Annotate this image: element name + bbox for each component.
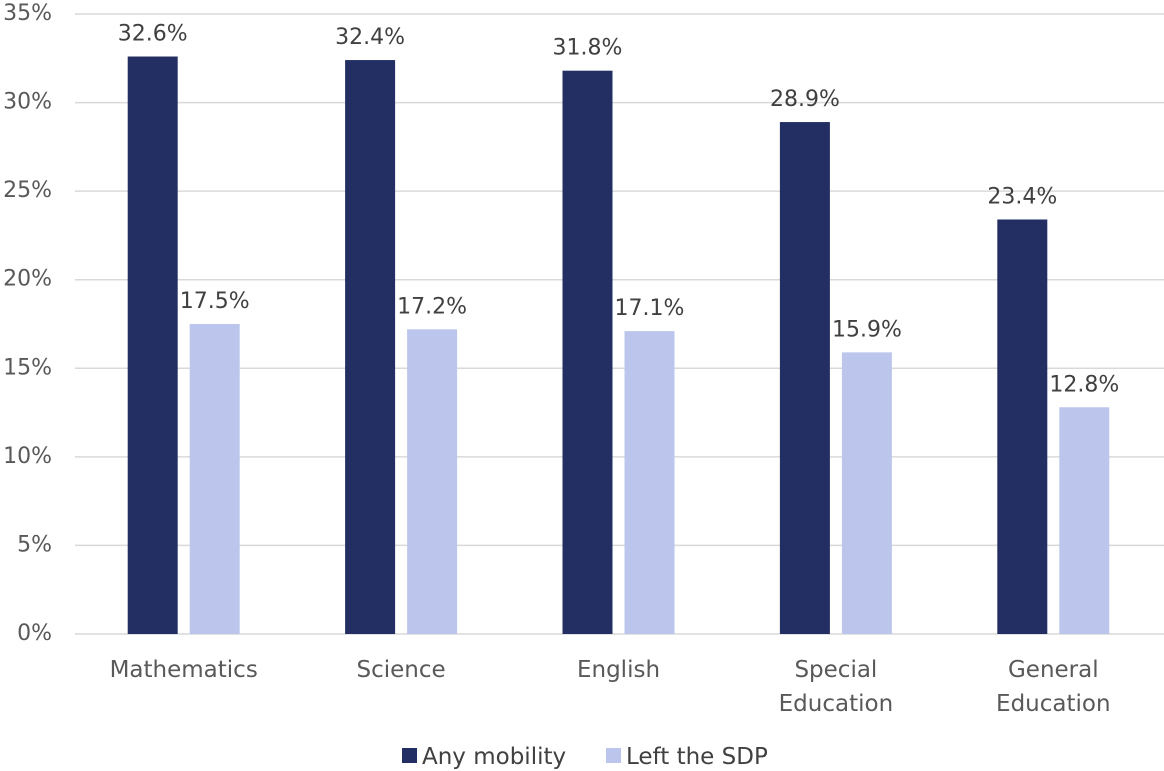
bars — [127, 56, 1110, 635]
y-tick-label: 15% — [3, 355, 52, 380]
x-category-label: Education — [996, 691, 1111, 717]
legend-swatch — [606, 748, 621, 763]
y-tick-label: 20% — [3, 267, 52, 292]
legend-label: Any mobility — [422, 744, 566, 770]
data-label: 17.2% — [397, 294, 467, 319]
y-tick-label: 5% — [17, 532, 52, 557]
bar-any-mobility — [127, 56, 178, 635]
bar-left-the-sdp — [841, 352, 892, 634]
gridlines — [75, 13, 1164, 635]
bar-left-the-sdp — [407, 329, 458, 634]
x-category-label: Science — [357, 657, 446, 683]
y-axis: 0% 5% 10% 15% 20% 25% 30% 35% — [3, 1, 52, 646]
x-category-label: Special — [794, 657, 877, 683]
y-tick-label: 30% — [3, 90, 52, 115]
bar-left-the-sdp — [1059, 407, 1110, 634]
legend-label: Left the SDP — [626, 744, 768, 770]
data-label: 23.4% — [987, 184, 1057, 209]
bar-left-the-sdp — [189, 324, 240, 634]
data-label: 15.9% — [832, 317, 902, 342]
data-label: 31.8% — [553, 36, 623, 61]
legend-swatch — [402, 748, 417, 763]
data-label: 12.8% — [1049, 372, 1119, 397]
data-label: 32.4% — [335, 25, 405, 50]
x-category-label: Mathematics — [110, 657, 258, 683]
legend: Any mobility Left the SDP — [402, 744, 768, 770]
bar-any-mobility — [997, 219, 1048, 634]
x-category-label: Education — [779, 691, 894, 717]
y-tick-label: 10% — [3, 444, 52, 469]
x-axis: Mathematics Science English Special Educatio… — [110, 657, 1111, 717]
y-tick-label: 0% — [17, 621, 52, 646]
bar-any-mobility — [562, 70, 613, 634]
data-label: 32.6% — [118, 22, 188, 47]
x-category-label: English — [577, 657, 660, 683]
data-labels: 32.6% 17.5% 32.4% 17.2% 31.8% 17.1% 28.9% 15.9%… — [118, 22, 1119, 398]
data-label: 17.5% — [180, 289, 250, 314]
bar-any-mobility — [779, 122, 830, 635]
bar-any-mobility — [345, 60, 396, 635]
data-label: 28.9% — [770, 87, 840, 112]
bar-left-the-sdp — [624, 331, 675, 634]
x-category-label: General — [1008, 657, 1099, 683]
y-tick-label: 25% — [3, 178, 52, 203]
data-label: 17.1% — [615, 296, 685, 321]
y-tick-label: 35% — [3, 1, 52, 26]
